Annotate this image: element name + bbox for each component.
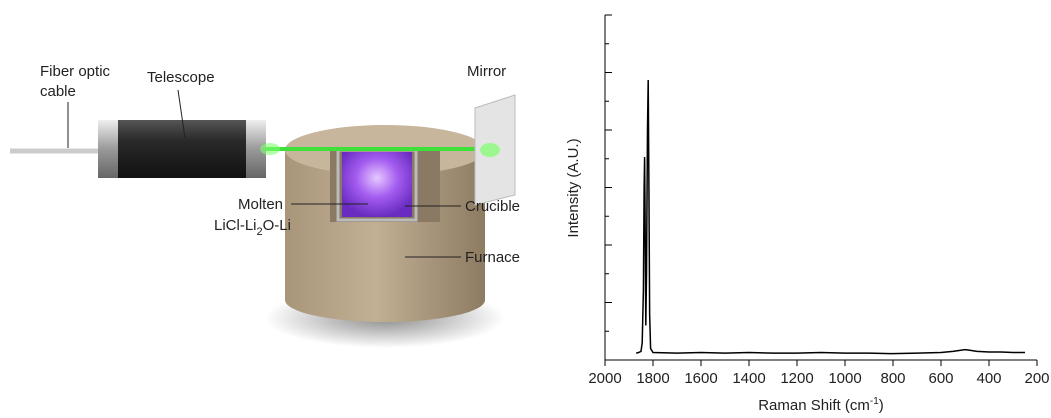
molten-salt xyxy=(342,152,412,217)
label: Mirror xyxy=(467,63,506,80)
x-tick-label: 1800 xyxy=(636,370,669,387)
text: O-Li xyxy=(263,217,291,234)
x-tick-label: 200 xyxy=(1024,370,1049,387)
chart: Intensity (A.U.) Raman Shift (cm-1) 2000… xyxy=(565,15,1050,414)
text: Raman Shift (cm xyxy=(758,397,870,414)
label: cable xyxy=(40,83,76,100)
label: Telescope xyxy=(147,69,215,86)
figure: Fiber optic cable Telescope Mirror Molte… xyxy=(0,0,1051,418)
x-tick-label: 400 xyxy=(976,370,1001,387)
beam-glow xyxy=(260,143,280,155)
spectrum-line xyxy=(636,80,1025,354)
telescope-cap xyxy=(98,120,118,178)
x-axis-label: Raman Shift (cm-1) xyxy=(758,396,884,414)
x-tick-label: 1000 xyxy=(828,370,861,387)
telescope xyxy=(118,120,246,178)
x-tick-label: 800 xyxy=(880,370,905,387)
diagram: Fiber optic cable Telescope Mirror Molte… xyxy=(10,63,520,348)
text: LiCl-Li xyxy=(214,217,257,234)
x-tick-label: 600 xyxy=(928,370,953,387)
label: Crucible xyxy=(465,198,520,215)
x-tick-label: 1200 xyxy=(780,370,813,387)
x-tick-label: 1600 xyxy=(684,370,717,387)
mirror-spot xyxy=(480,143,500,157)
formula: LiCl-Li2O-Li xyxy=(214,217,291,238)
label: Furnace xyxy=(465,249,520,266)
text: ) xyxy=(879,397,884,414)
label: Molten xyxy=(238,196,283,213)
y-axis-label: Intensity (A.U.) xyxy=(565,138,582,237)
x-tick-label: 2000 xyxy=(588,370,621,387)
label: Fiber optic xyxy=(40,63,111,80)
x-tick-label: 1400 xyxy=(732,370,765,387)
